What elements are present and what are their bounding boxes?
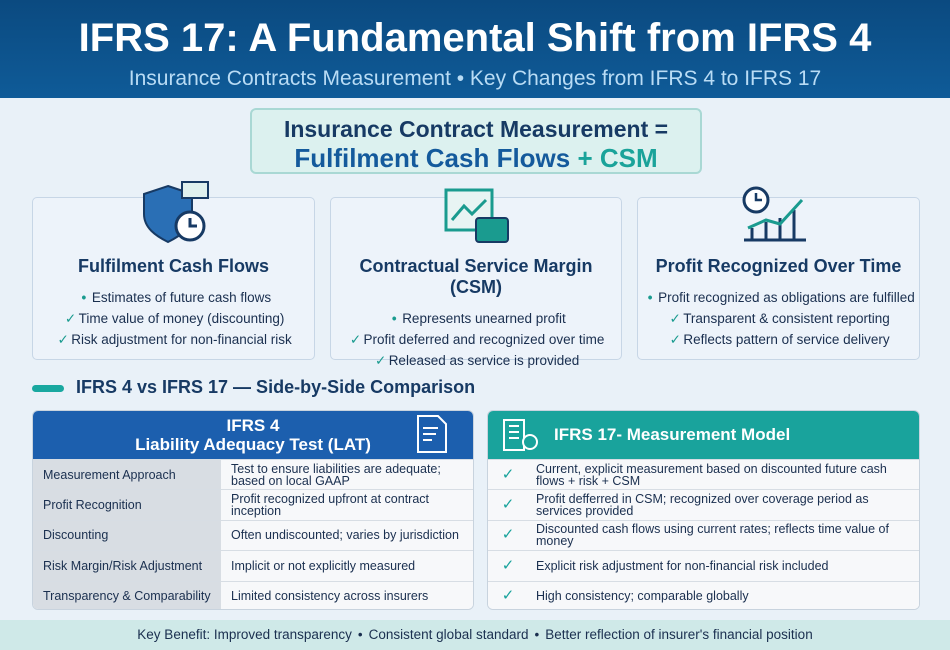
item-text: Profit deferred and recognized over time [363, 332, 605, 347]
check: ✓ [349, 332, 362, 347]
bullet-item: • Profit recognized as obligations are fu… [638, 287, 919, 308]
icon-building [503, 419, 538, 451]
check-item: ✓ Time value of money (discounting) [33, 308, 314, 329]
table-row: Discounting Often undiscounted; varies by… [33, 519, 473, 551]
footer: Key Benefit: Improved transparency • Consi… [0, 620, 950, 650]
formula-line: Insurance Contract Measurement = [283, 116, 669, 142]
panel-header: IFRS 17- Measurement Model [488, 411, 919, 459]
table-row: ✓ High consistency; comparable globally [488, 580, 919, 609]
row-label: Transparency & Comparability [33, 581, 221, 609]
section-heading: IFRS 4 vs IFRS 17 — Side-by-Side Compari… [32, 377, 475, 398]
bullet: • [647, 290, 653, 305]
check-item: ✓ Risk adjustment for non-financial risk [33, 329, 314, 350]
row-text: High consistency; comparable globally [528, 581, 919, 609]
card-list: • Represents unearned profit ✓ Profit defer… [331, 308, 621, 371]
check: ✓ [64, 311, 77, 326]
subtitle: Insurance Contracts Measurement • Key Ch… [128, 67, 822, 90]
bullet-item: • Estimates of future cash flows [33, 287, 314, 308]
header: IFRS 17: A Fundamental Shift from IFRS 4… [0, 0, 950, 98]
table-row: ✓ Current, explicit measurement based on … [488, 459, 919, 490]
row-text: Current, explicit measurement based on d… [528, 460, 919, 490]
card-title: Fulfilment Cash Flows [77, 256, 269, 276]
panel-subtitle: Liability Adequacy Test (LAT) [135, 435, 371, 454]
check-item: ✓ Released as service is provided [331, 350, 621, 371]
icon-briefcase [444, 188, 509, 243]
card-title: Profit Recognized Over Time [655, 256, 902, 276]
panel-title: IFRS 17- Measurement Model [554, 425, 791, 444]
footer-item: Key Benefit: Improved transparency [137, 627, 352, 642]
check-icon: ✓ [501, 587, 515, 605]
check: ✓ [375, 353, 387, 368]
table-row: Profit Recognition Profit recognized upfr… [33, 489, 473, 520]
table-row: ✓ Profit defferred in CSM; recognized ove… [488, 489, 919, 520]
ifrs4-panel: IFRS 4 Liability Adequacy Test (LAT) Mea… [32, 410, 474, 610]
ifrs17-panel: IFRS 17- Measurement Model ✓ Current, exp… [487, 410, 920, 610]
footer-item: Better reflection of insurer's financial… [545, 627, 813, 642]
item-text: Risk adjustment for non-financial risk [71, 332, 292, 347]
check-icon: ✓ [501, 465, 515, 483]
row-label: Discounting [33, 520, 221, 551]
formula-terms: Fulfilment Cash Flows + CSM [252, 143, 700, 174]
panel-title: IFRS 4 [226, 416, 280, 435]
table-row: Measurement Approach Test to ensure liabi… [33, 459, 473, 490]
row-label: Measurement Approach [33, 460, 221, 490]
icon-growth [742, 186, 806, 242]
icon-doc [417, 415, 447, 453]
item-text: Released as service is provided [388, 353, 580, 368]
table-row: ✓ Discounted cash flows using current rat… [488, 519, 919, 551]
row-text: Test to ensure liabilities are adequate;… [221, 460, 473, 490]
accent [32, 384, 64, 392]
table-row: Risk Margin/Risk Adjustment Implicit or n… [33, 550, 473, 581]
check-item: ✓ Transparent & consistent reporting [638, 308, 919, 329]
row-text: Discounted cash flows using current rate… [528, 520, 919, 551]
check: ✓ [57, 332, 69, 347]
card-title: Contractual Service Margin (CSM) [359, 256, 593, 297]
item-text: Time value of money (discounting) [78, 311, 285, 326]
table-row: ✓ Explicit risk adjustment for non-financ… [488, 550, 919, 581]
row-text: Explicit risk adjustment for non-financi… [528, 551, 919, 581]
check-icon: ✓ [501, 556, 515, 574]
separator: • [534, 627, 540, 642]
row-label: Risk Margin/Risk Adjustment [33, 551, 221, 581]
bullet: • [391, 311, 397, 326]
check: ✓ [669, 332, 681, 347]
heading-text: IFRS 4 vs IFRS 17 — Side-by-Side Compari… [76, 377, 476, 397]
check-icon: ✓ [501, 526, 515, 544]
check-item: ✓ Reflects pattern of service delivery [638, 329, 919, 350]
check: ✓ [669, 311, 681, 326]
row-text: Implicit or not explicitly measured [221, 551, 473, 581]
formula-term: Fulfilment Cash Flows [294, 143, 571, 173]
icon-shield [143, 181, 209, 244]
check-item: ✓ Profit deferred and recognized over tim… [331, 329, 621, 350]
row-label: Profit Recognition [33, 490, 221, 520]
title: IFRS 17: A Fundamental Shift from IFRS 4 [78, 16, 872, 60]
formula-term: + CSM [577, 143, 658, 173]
item-text: Represents unearned profit [402, 311, 566, 326]
card-list: • Estimates of future cash flows ✓ Time val… [33, 287, 314, 350]
row-text: Often undiscounted; varies by jurisdicti… [221, 520, 473, 551]
bullet: • [81, 290, 87, 305]
footer-item: Consistent global standard [368, 627, 529, 642]
panel-header: IFRS 4 Liability Adequacy Test (LAT) [33, 411, 473, 459]
separator: • [357, 627, 363, 642]
item-text: Transparent & consistent reporting [683, 311, 890, 326]
item-text: Profit recognized as obligations are ful… [658, 290, 915, 305]
row-text: Limited consistency across insurers [221, 581, 473, 609]
check-icon: ✓ [501, 496, 515, 514]
formula-box: Insurance Contract Measurement = Fulfilm… [250, 108, 702, 174]
row-text: Profit recognized upfront at contract in… [221, 490, 473, 520]
item-text: Estimates of future cash flows [91, 290, 272, 305]
item-text: Reflects pattern of service delivery [683, 332, 890, 347]
card-list: • Profit recognized as obligations are fu… [638, 287, 919, 350]
row-text: Profit defferred in CSM; recognized over… [528, 490, 919, 520]
table-row: Transparency & Comparability Limited cons… [33, 580, 473, 609]
bullet-item: • Represents unearned profit [331, 308, 621, 329]
